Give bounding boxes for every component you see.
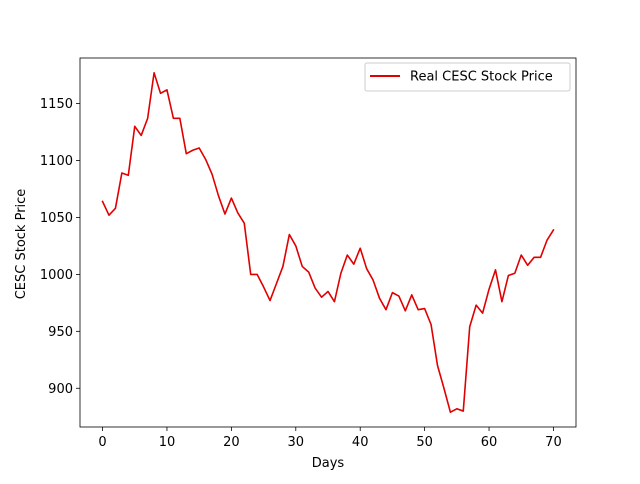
plot-background (80, 58, 576, 427)
x-axis-label: Days (312, 456, 345, 471)
x-tick-label: 50 (416, 435, 433, 450)
legend-label: Real CESC Stock Price (410, 70, 553, 85)
legend: Real CESC Stock Price (364, 62, 571, 92)
plot-area (79, 57, 577, 428)
x-tick-label: 30 (288, 435, 305, 450)
x-tick-label: 70 (545, 435, 562, 450)
y-tick-label: 900 (48, 382, 73, 397)
x-tick-label: 0 (98, 435, 106, 450)
y-tick-label: 1000 (40, 268, 73, 283)
y-axis-label: CESC Stock Price (14, 189, 29, 300)
y-tick-label: 950 (48, 325, 73, 340)
x-tick-label: 40 (352, 435, 369, 450)
legend-frame (364, 62, 571, 92)
x-axis-ticks: 0 10 20 30 40 50 60 70 (98, 427, 562, 450)
x-tick-label: 60 (481, 435, 498, 450)
x-tick-label: 10 (159, 435, 176, 450)
plot-frame (79, 57, 577, 428)
x-tick-label: 20 (223, 435, 240, 450)
y-tick-label: 1050 (40, 211, 73, 226)
series-line-0 (101, 72, 555, 413)
y-tick-label: 1150 (40, 97, 73, 112)
y-axis-ticks: 900 950 1000 1050 1100 1150 (40, 97, 80, 397)
y-tick-label: 1100 (40, 154, 73, 169)
